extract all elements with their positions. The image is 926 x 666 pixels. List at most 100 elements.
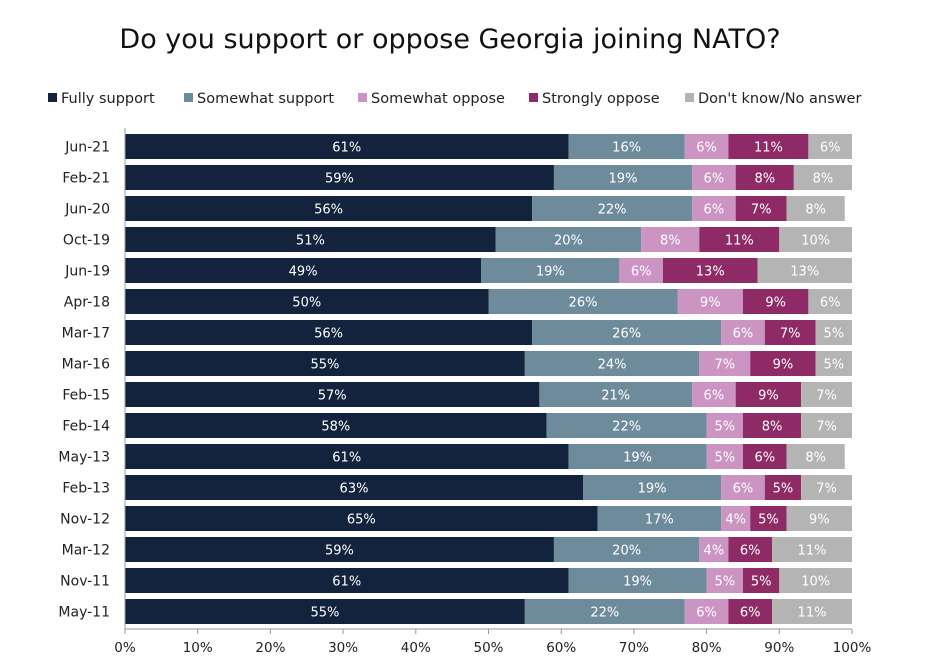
bar-segment-strongly-oppose — [764, 320, 816, 345]
bar-segment-fully-support — [125, 289, 489, 314]
x-tick-label: 90% — [764, 640, 794, 656]
data-label-don-t-know-no-answer: 11% — [798, 544, 827, 559]
bar-row-feb-15: Feb-15 57% 21% 6% 9% 7% — [62, 382, 852, 407]
bar-row-feb-21: Feb-21 59% 19% 6% 8% 8% — [62, 165, 852, 190]
legend-label-somewhat-oppose: Somewhat oppose — [371, 91, 505, 107]
bar-segment-strongly-oppose — [735, 165, 794, 190]
bar-segment-somewhat-oppose — [641, 227, 700, 252]
x-tick-label: 60% — [546, 640, 576, 656]
data-label-fully-support: 59% — [325, 172, 354, 187]
bar-segment-somewhat-oppose — [706, 413, 743, 438]
bar-segment-fully-support — [125, 444, 569, 469]
legend: Fully support Somewhat support Somewhat op… — [48, 91, 861, 107]
bar-segment-don-t-know-no-answer — [779, 568, 852, 593]
data-label-somewhat-oppose: 6% — [696, 606, 717, 621]
bar-segment-strongly-oppose — [735, 382, 802, 407]
bar-segment-strongly-oppose — [764, 475, 802, 500]
bar-segment-fully-support — [125, 258, 482, 283]
data-label-somewhat-support: 20% — [554, 234, 583, 249]
data-label-somewhat-support: 21% — [601, 389, 630, 404]
bar-row-feb-13: Feb-13 63% 19% 6% 5% 7% — [62, 475, 852, 500]
legend-label-somewhat-support: Somewhat support — [197, 91, 334, 107]
bar-segment-don-t-know-no-answer — [808, 289, 852, 314]
data-label-somewhat-support: 19% — [638, 482, 667, 497]
bar-segment-somewhat-support — [524, 351, 700, 376]
plot-area: Jun-21 61% 16% 6% 11% 6%Feb-21 59% 19% 6% 8% 8%Jun… — [58, 134, 852, 624]
data-label-strongly-oppose: 7% — [751, 203, 772, 218]
data-label-somewhat-support: 22% — [612, 420, 641, 435]
bar-segment-somewhat-support — [524, 599, 685, 624]
bar-segment-strongly-oppose — [750, 506, 787, 531]
bar-segment-somewhat-support — [488, 289, 678, 314]
data-label-strongly-oppose: 8% — [762, 420, 783, 435]
bar-segment-strongly-oppose — [728, 134, 809, 159]
bar-segment-strongly-oppose — [735, 196, 787, 221]
bar-row-jun-19: Jun-19 49% 19% 6% 13% 13% — [64, 258, 852, 283]
data-label-don-t-know-no-answer: 10% — [801, 234, 830, 249]
legend-item-somewhat-oppose: Somewhat oppose — [358, 91, 505, 107]
legend-item-strongly-oppose: Strongly oppose — [529, 91, 660, 107]
data-label-fully-support: 56% — [314, 203, 343, 218]
bar-segment-fully-support — [125, 351, 525, 376]
data-label-strongly-oppose: 5% — [773, 482, 794, 497]
bar-segment-somewhat-support — [597, 506, 722, 531]
category-label: Nov-12 — [60, 512, 110, 528]
bar-segment-strongly-oppose — [728, 599, 773, 624]
bar-row-nov-12: Nov-12 65% 17% 4% 5% 9% — [60, 506, 852, 531]
bar-segment-somewhat-oppose — [721, 506, 751, 531]
bar-segment-somewhat-oppose — [721, 320, 765, 345]
data-label-somewhat-oppose: 9% — [700, 296, 721, 311]
data-label-somewhat-support: 22% — [598, 203, 627, 218]
data-label-somewhat-oppose: 5% — [714, 575, 735, 590]
bar-row-mar-17: Mar-17 56% 26% 6% 7% 5% — [62, 320, 852, 345]
bar-segment-somewhat-oppose — [721, 475, 765, 500]
data-label-somewhat-oppose: 5% — [714, 420, 735, 435]
bar-segment-don-t-know-no-answer — [808, 134, 852, 159]
category-label: Jun-19 — [64, 264, 110, 280]
bar-segment-somewhat-oppose — [684, 599, 729, 624]
bar-segment-fully-support — [125, 506, 598, 531]
bar-segment-don-t-know-no-answer — [786, 444, 845, 469]
x-tick-label: 10% — [183, 640, 213, 656]
bar-segment-fully-support — [125, 537, 554, 562]
category-label: Apr-18 — [64, 295, 110, 311]
data-label-somewhat-oppose: 6% — [631, 265, 652, 280]
legend-item-somewhat-support: Somewhat support — [184, 91, 334, 107]
bar-segment-somewhat-support — [539, 382, 693, 407]
bar-segment-don-t-know-no-answer — [793, 165, 852, 190]
bar-segment-somewhat-support — [568, 134, 685, 159]
bar-segment-don-t-know-no-answer — [786, 506, 852, 531]
x-tick-label: 50% — [473, 640, 503, 656]
category-label: Oct-19 — [63, 233, 110, 249]
legend-swatch-fully-support — [48, 93, 57, 102]
data-label-fully-support: 55% — [310, 358, 339, 373]
bar-segment-strongly-oppose — [742, 413, 802, 438]
bar-segment-somewhat-oppose — [699, 537, 729, 562]
category-label: Mar-12 — [62, 543, 110, 559]
bar-segment-fully-support — [125, 165, 554, 190]
data-label-somewhat-support: 26% — [569, 296, 598, 311]
bar-segment-don-t-know-no-answer — [801, 382, 852, 407]
data-label-somewhat-oppose: 5% — [714, 451, 735, 466]
bar-segment-fully-support — [125, 196, 533, 221]
data-label-somewhat-oppose: 6% — [704, 389, 725, 404]
data-label-fully-support: 55% — [310, 606, 339, 621]
bar-segment-somewhat-support — [553, 537, 700, 562]
data-label-fully-support: 50% — [292, 296, 321, 311]
data-label-don-t-know-no-answer: 7% — [816, 482, 837, 497]
data-label-somewhat-support: 22% — [590, 606, 619, 621]
legend-swatch-strongly-oppose — [529, 93, 538, 102]
bar-segment-somewhat-support — [553, 165, 693, 190]
category-label: May-11 — [58, 605, 110, 621]
bar-row-feb-14: Feb-14 58% 22% 5% 8% 7% — [62, 413, 852, 438]
category-label: Jun-21 — [64, 140, 110, 156]
data-label-fully-support: 61% — [332, 141, 361, 156]
bar-segment-fully-support — [125, 413, 547, 438]
data-label-strongly-oppose: 6% — [740, 606, 761, 621]
data-label-don-t-know-no-answer: 7% — [816, 420, 837, 435]
bar-segment-somewhat-oppose — [684, 134, 729, 159]
data-label-strongly-oppose: 9% — [758, 389, 779, 404]
legend-swatch-somewhat-support — [184, 93, 193, 102]
legend-swatch-somewhat-oppose — [358, 93, 367, 102]
bar-row-oct-19: Oct-19 51% 20% 8% 11% 10% — [63, 227, 852, 252]
